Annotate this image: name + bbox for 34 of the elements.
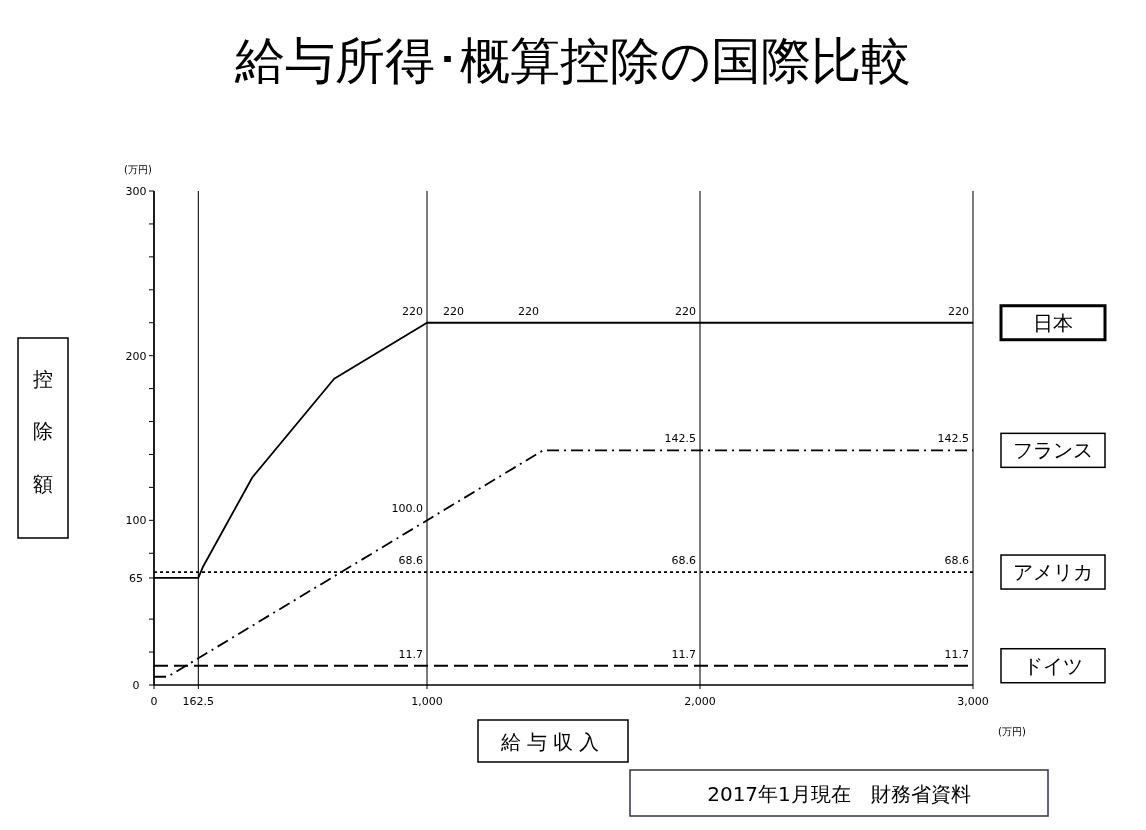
x-tick-label: 162.5	[182, 695, 215, 708]
y-tick-label: 300	[125, 185, 147, 198]
y-tick-label: 100	[125, 514, 147, 528]
annotation: 68.6	[671, 554, 696, 568]
annotation: 11.7	[671, 647, 696, 661]
x-tick-label: 3,000	[957, 695, 989, 708]
y-tick-label: 200	[125, 349, 147, 363]
annotation: 68.6	[398, 554, 423, 568]
text: (万円)	[998, 726, 1026, 737]
y-tick-label: 0	[132, 679, 140, 692]
x-tick-label: 0	[150, 695, 158, 708]
annotation: 142.5	[664, 432, 696, 446]
series-label: アメリカ	[1013, 560, 1093, 585]
annotation: 100.0	[391, 502, 423, 516]
chart-title: 給与所得･概算控除の国際比較	[234, 32, 911, 90]
y-axis-title: 控除額	[31, 353, 55, 509]
x-tick-label: 2,000	[684, 695, 716, 708]
annotation: 220	[948, 304, 969, 318]
series-label: フランス	[1013, 438, 1093, 463]
annotation: 11.7	[398, 647, 423, 661]
annotation: 220	[442, 304, 464, 318]
annotation: 142.5	[937, 432, 969, 446]
y-tick-label: 65	[129, 571, 143, 585]
annotation: 220	[402, 304, 423, 318]
text: (万円)	[124, 164, 152, 175]
annotation: 11.7	[944, 647, 969, 661]
x-axis-title: 給与収入	[500, 730, 605, 754]
text: ドイツ	[1023, 653, 1083, 678]
annotation: 68.6	[944, 554, 969, 568]
annotation: 220	[518, 304, 540, 318]
text: 2017年1月現在 財務省資料	[707, 782, 971, 806]
annotation: 220	[675, 304, 696, 318]
x-tick-label: 1,000	[411, 695, 443, 708]
text: 日本	[1033, 310, 1073, 335]
